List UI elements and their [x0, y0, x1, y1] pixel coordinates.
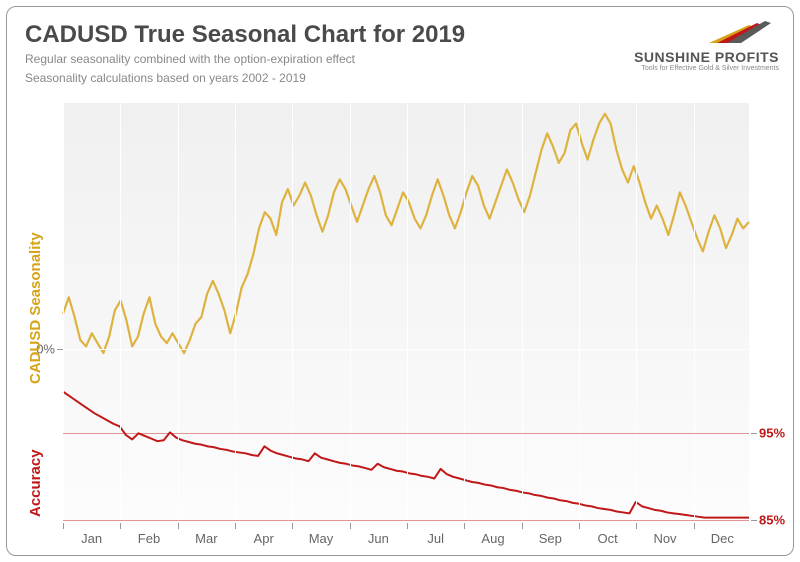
plot-area — [63, 103, 749, 521]
gridline-vertical — [63, 103, 64, 521]
tick-right — [751, 520, 757, 521]
month-label: Jun — [368, 531, 389, 546]
month-label: Apr — [254, 531, 274, 546]
month-label: Sep — [539, 531, 562, 546]
gridline-vertical — [120, 103, 121, 521]
gridline-vertical — [235, 103, 236, 521]
tick-left — [57, 349, 63, 350]
tick-bottom — [636, 523, 637, 529]
gridline-vertical — [636, 103, 637, 521]
gridline-vertical — [350, 103, 351, 521]
tick-right — [751, 433, 757, 434]
chart-card: CADUSD True Seasonal Chart for 2019 Regu… — [6, 6, 794, 556]
gridline-vertical — [178, 103, 179, 521]
tick-bottom — [694, 523, 695, 529]
gridline-vertical — [407, 103, 408, 521]
month-label: Feb — [138, 531, 160, 546]
chart-subtitle-2: Seasonality calculations based on years … — [25, 70, 775, 87]
logo-name: SUNSHINE PROFITS — [609, 49, 779, 65]
seasonality-line — [63, 114, 749, 353]
month-label: Oct — [598, 531, 618, 546]
tick-bottom — [464, 523, 465, 529]
gridline-accuracy — [63, 433, 749, 434]
gridline-accuracy — [63, 520, 749, 521]
gridline-zero — [63, 349, 749, 350]
tick-bottom — [292, 523, 293, 529]
gridline-vertical — [694, 103, 695, 521]
accuracy-axis-title: Accuracy — [27, 449, 44, 517]
tick-bottom — [522, 523, 523, 529]
gridline-vertical — [522, 103, 523, 521]
brand-logo: SUNSHINE PROFITS Tools for Effective Gol… — [609, 19, 779, 72]
accuracy-tick-label: 85% — [759, 512, 785, 527]
tick-bottom — [350, 523, 351, 529]
month-label: Aug — [481, 531, 504, 546]
month-label: Nov — [653, 531, 676, 546]
accuracy-tick-label: 95% — [759, 425, 785, 440]
tick-bottom — [407, 523, 408, 529]
tick-bottom — [120, 523, 121, 529]
tick-bottom — [178, 523, 179, 529]
accuracy-line — [63, 392, 749, 518]
month-label: Dec — [711, 531, 734, 546]
gridline-vertical — [579, 103, 580, 521]
gridline-vertical — [464, 103, 465, 521]
chart-lines — [63, 103, 749, 521]
month-label: Mar — [195, 531, 217, 546]
tick-bottom — [235, 523, 236, 529]
month-label: Jul — [427, 531, 444, 546]
month-label: Jan — [81, 531, 102, 546]
tick-bottom — [63, 523, 64, 529]
logo-tagline: Tools for Effective Gold & Silver Invest… — [609, 65, 779, 72]
tick-bottom — [579, 523, 580, 529]
gridline-vertical — [292, 103, 293, 521]
seasonality-axis-title: CADUSD Seasonality — [27, 233, 44, 385]
month-label: May — [309, 531, 334, 546]
logo-graphic — [609, 19, 779, 47]
